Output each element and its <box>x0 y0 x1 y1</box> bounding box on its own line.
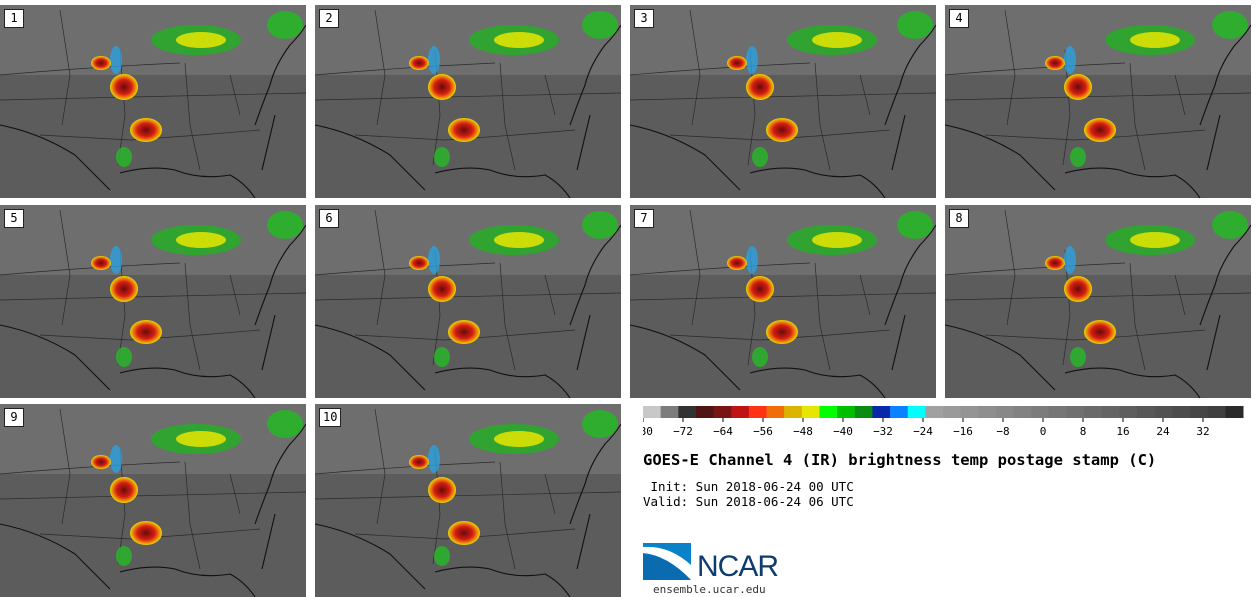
ncar-logo-icon <box>643 543 691 580</box>
colorbar-segment <box>748 406 768 418</box>
colorbar-tick-label: −80 <box>643 425 653 438</box>
colorbar-tick-label: −40 <box>833 425 853 438</box>
colorbar-segment <box>1207 406 1226 418</box>
colorbar-segment <box>1084 406 1103 418</box>
valid-time: Valid: Sun 2018-06-24 06 UTC <box>643 494 854 509</box>
panel-label: 1 <box>4 9 24 28</box>
colorbar-segment <box>1101 406 1120 418</box>
colorbar-segment <box>1066 406 1085 418</box>
colorbar-tick-label: −24 <box>913 425 933 438</box>
map-panel: 10 <box>315 404 621 597</box>
panel-label: 4 <box>949 9 969 28</box>
colorbar-segment <box>1190 406 1209 418</box>
colorbar-segment <box>872 406 891 418</box>
colorbar-segment <box>1119 406 1138 418</box>
panel-label: 9 <box>4 408 24 427</box>
colorbar-tick-label: −56 <box>753 425 773 438</box>
map-panel: 6 <box>315 205 621 398</box>
colorbar-segment <box>1137 406 1156 418</box>
colorbar-segment <box>978 406 997 418</box>
colorbar-segment <box>1048 406 1068 418</box>
colorbar-tick-label: 24 <box>1156 425 1170 438</box>
panel-label: 7 <box>634 209 654 228</box>
colorbar-tick-label: −64 <box>713 425 733 438</box>
map-panel: 5 <box>0 205 306 398</box>
colorbar-tick-label: −48 <box>793 425 813 438</box>
panel-label: 3 <box>634 9 654 28</box>
colorbar-segment <box>907 406 926 418</box>
colorbar-tick-label: 8 <box>1080 425 1087 438</box>
panel-label: 2 <box>319 9 339 28</box>
colorbar-segment <box>713 406 732 418</box>
colorbar-segment <box>960 406 979 418</box>
map-panel: 4 <box>945 5 1251 198</box>
colorbar-segment <box>819 406 838 418</box>
colorbar-segment <box>890 406 909 418</box>
map-panel: 8 <box>945 205 1251 398</box>
colorbar-tick-label: −32 <box>873 425 893 438</box>
colorbar-segment <box>1013 406 1032 418</box>
colorbar-tick-label: 16 <box>1116 425 1129 438</box>
colorbar-segment <box>1031 406 1050 418</box>
colorbar-segment <box>854 406 873 418</box>
logo-text: NCAR <box>697 550 779 583</box>
map-panel: 7 <box>630 205 936 398</box>
map-panel: 1 <box>0 5 306 198</box>
colorbar-tick-label: −72 <box>673 425 693 438</box>
panel-label: 5 <box>4 209 24 228</box>
colorbar-segment <box>766 406 785 418</box>
colorbar-segment <box>643 406 662 418</box>
panel-label: 6 <box>319 209 339 228</box>
colorbar-tick-label: −8 <box>996 425 1009 438</box>
site-url: ensemble.ucar.edu <box>653 583 766 596</box>
colorbar-segment <box>837 406 856 418</box>
map-panel: 9 <box>0 404 306 597</box>
map-panel: 2 <box>315 5 621 198</box>
colorbar-segment <box>1172 406 1191 418</box>
init-time: Init: Sun 2018-06-24 00 UTC <box>643 479 854 494</box>
colorbar-segment <box>1225 406 1244 418</box>
colorbar-tick-label: −16 <box>953 425 973 438</box>
colorbar-segment <box>660 406 679 418</box>
colorbar-segment <box>995 406 1015 418</box>
colorbar-tick-label: 0 <box>1040 425 1047 438</box>
plot-title: GOES-E Channel 4 (IR) brightness temp po… <box>643 451 1157 469</box>
panel-label: 8 <box>949 209 969 228</box>
colorbar-segment <box>678 406 697 418</box>
colorbar-segment <box>1154 406 1173 418</box>
colorbar-segment <box>695 406 715 418</box>
colorbar-segment <box>925 406 944 418</box>
panel-label: 10 <box>319 408 342 427</box>
colorbar-segment <box>801 406 820 418</box>
colorbar-segment <box>784 406 803 418</box>
colorbar-segment <box>943 406 962 418</box>
map-panel: 3 <box>630 5 936 198</box>
colorbar-tick-label: 32 <box>1196 425 1209 438</box>
colorbar-segment <box>731 406 750 418</box>
